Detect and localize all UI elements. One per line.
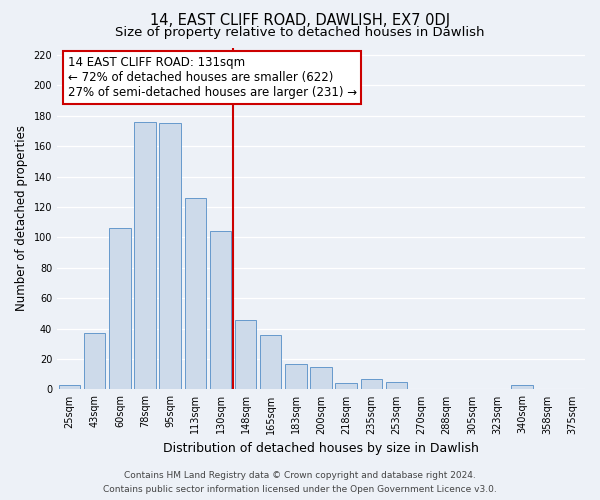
Text: 14, EAST CLIFF ROAD, DAWLISH, EX7 0DJ: 14, EAST CLIFF ROAD, DAWLISH, EX7 0DJ [150, 12, 450, 28]
Bar [285, 364, 307, 390]
Bar [335, 384, 357, 390]
Bar [59, 385, 80, 390]
Bar [84, 333, 106, 390]
Bar [210, 232, 231, 390]
Bar [386, 382, 407, 390]
Bar [185, 198, 206, 390]
Bar [235, 320, 256, 390]
Bar [160, 124, 181, 390]
Bar [109, 228, 131, 390]
Y-axis label: Number of detached properties: Number of detached properties [15, 126, 28, 312]
Bar [260, 334, 281, 390]
Text: Size of property relative to detached houses in Dawlish: Size of property relative to detached ho… [115, 26, 485, 39]
Bar [134, 122, 156, 390]
Bar [361, 379, 382, 390]
Text: 14 EAST CLIFF ROAD: 131sqm
← 72% of detached houses are smaller (622)
27% of sem: 14 EAST CLIFF ROAD: 131sqm ← 72% of deta… [68, 56, 357, 99]
Bar [310, 366, 332, 390]
X-axis label: Distribution of detached houses by size in Dawlish: Distribution of detached houses by size … [163, 442, 479, 455]
Text: Contains HM Land Registry data © Crown copyright and database right 2024.
Contai: Contains HM Land Registry data © Crown c… [103, 472, 497, 494]
Bar [511, 385, 533, 390]
